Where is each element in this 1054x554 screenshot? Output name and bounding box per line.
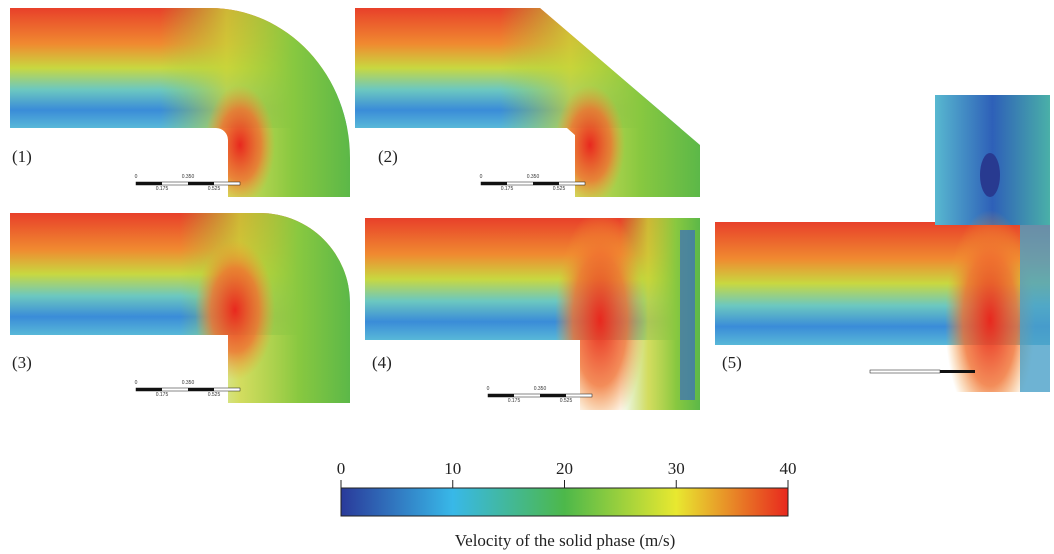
velocity-field xyxy=(10,213,350,403)
scale-label: 0.350 xyxy=(527,174,540,180)
colorbar xyxy=(341,488,788,516)
colorbar-tick-label: 10 xyxy=(444,459,461,478)
scale-label: 0.350 xyxy=(182,174,195,180)
colorbar-tick-label: 0 xyxy=(337,459,346,478)
scale-bar xyxy=(533,182,559,185)
scale-label: 0.525 xyxy=(553,186,566,192)
scale-label: 0.525 xyxy=(208,186,221,192)
scale-label: 0.525 xyxy=(208,392,221,398)
colorbar-label: Velocity of the solid phase (m/s) xyxy=(455,531,676,550)
scale-label: 0.175 xyxy=(501,186,514,192)
panel-label: (1) xyxy=(12,147,32,166)
scale-label: 0 xyxy=(135,380,138,386)
colorbar-tick-label: 20 xyxy=(556,459,573,478)
scale-bar xyxy=(136,388,162,391)
figure: 0 0.350 0.175 0.525 0 0.350 0.175 0.525 0 0.350 0.… xyxy=(0,0,1054,554)
scale-label: 0 xyxy=(135,174,138,180)
scale-label: 0 xyxy=(487,386,490,392)
colorbar-tick-label: 30 xyxy=(668,459,685,478)
scale-label: 0 xyxy=(480,174,483,180)
scale-label: 0.175 xyxy=(156,392,169,398)
panel-label: (3) xyxy=(12,353,32,372)
scale-label: 0.175 xyxy=(508,398,521,404)
scale-bar xyxy=(481,182,507,185)
velocity-field xyxy=(715,95,1050,430)
colorbar-tick-label: 40 xyxy=(780,459,797,478)
scale-label: 0.350 xyxy=(534,386,547,392)
scale-label: 0.525 xyxy=(560,398,573,404)
scale-bar xyxy=(540,394,566,397)
scale-bar xyxy=(188,388,214,391)
scale-bar xyxy=(940,370,975,373)
panel-label: (4) xyxy=(372,353,392,372)
panel-label: (2) xyxy=(378,147,398,166)
scale-bar xyxy=(870,370,940,373)
velocity-field xyxy=(10,8,350,205)
scale-label: 0.175 xyxy=(156,186,169,192)
scale-bar xyxy=(188,182,214,185)
scale-bar xyxy=(488,394,514,397)
scale-label: 0.350 xyxy=(182,380,195,386)
scale-bar xyxy=(136,182,162,185)
panel-label: (5) xyxy=(722,353,742,372)
